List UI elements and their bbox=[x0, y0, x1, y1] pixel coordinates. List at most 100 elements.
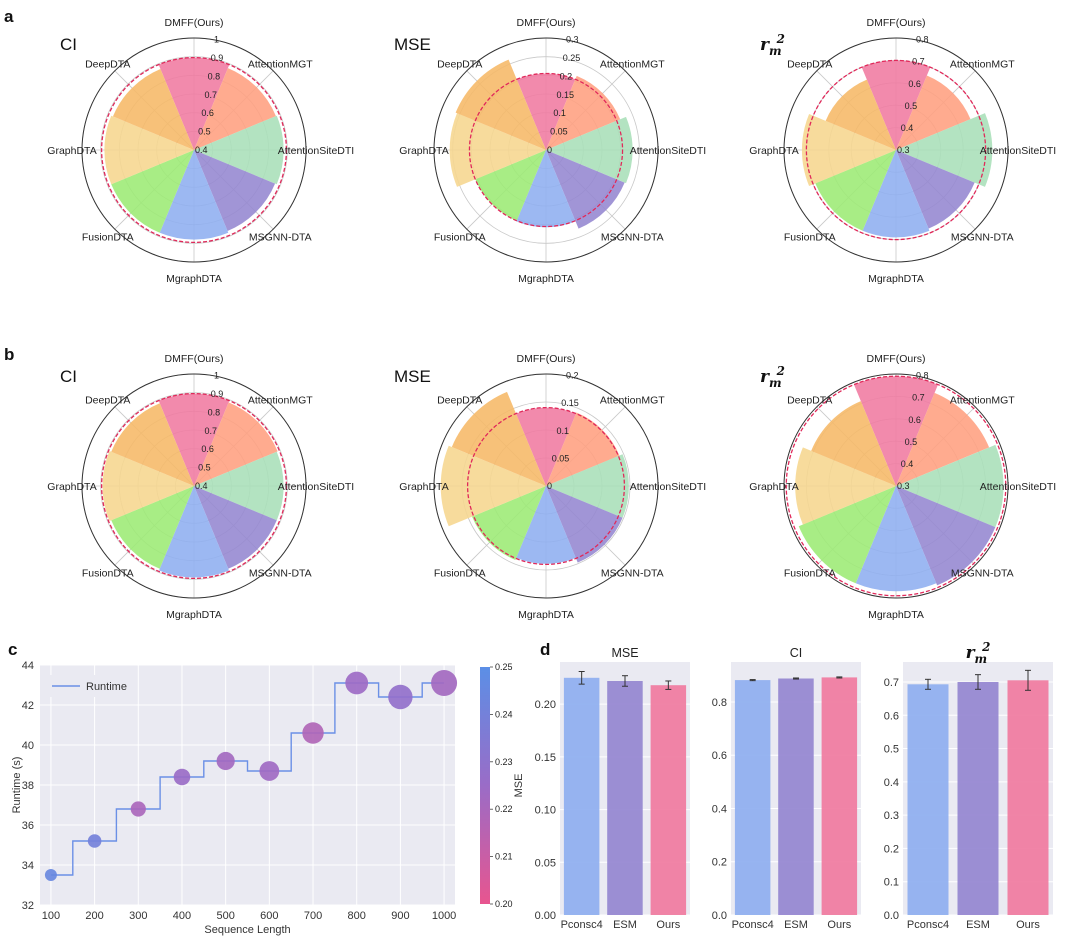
radial-tick-label: 0.6 bbox=[908, 415, 921, 425]
y-tick-label: 0.10 bbox=[535, 805, 556, 817]
sector-dmff-ours bbox=[516, 407, 576, 486]
runtime-point bbox=[130, 801, 146, 817]
x-tick-label: 200 bbox=[85, 910, 103, 922]
runtime-point bbox=[388, 684, 413, 710]
y-tick-label: 0.2 bbox=[712, 857, 727, 869]
category-label-attentionsitedti: AttentionSiteDTI bbox=[278, 481, 354, 493]
x-tick-label: 800 bbox=[348, 910, 366, 922]
y-tick-label: 0.7 bbox=[884, 677, 899, 689]
sector-deepdta bbox=[451, 391, 546, 486]
sector-msgnn-dta bbox=[546, 486, 623, 563]
radial-tick-label: 0.05 bbox=[550, 127, 568, 137]
title-subscript: m bbox=[975, 652, 988, 666]
sector-msgnn-dta bbox=[194, 150, 276, 232]
x-tick-label: ESM bbox=[613, 919, 637, 931]
bar-pconsc4 bbox=[734, 680, 771, 915]
colorbar-tick-label: 0.25 bbox=[495, 662, 513, 672]
chart-title: CI bbox=[60, 367, 77, 386]
dmff-reference-ring bbox=[468, 72, 624, 228]
category-label-attentionmgt: AttentionMGT bbox=[600, 395, 665, 407]
y-tick-label: 0.15 bbox=[535, 752, 556, 764]
radial-tick-label: 0.15 bbox=[556, 90, 574, 100]
x-tick-label: 400 bbox=[173, 910, 191, 922]
y-tick-label: 0.8 bbox=[712, 697, 727, 709]
dmff-reference-ring bbox=[785, 375, 1007, 597]
title-superscript: 2 bbox=[776, 364, 785, 378]
dmff-reference-ring bbox=[805, 59, 987, 241]
sector-deepdta bbox=[112, 68, 194, 150]
radial-tick-label: 0.3 bbox=[897, 145, 910, 155]
legend-box bbox=[46, 675, 136, 697]
sector-attentionmgt bbox=[194, 402, 278, 486]
y-axis-label: Runtime (s) bbox=[11, 757, 23, 814]
sector-deepdta bbox=[111, 403, 194, 486]
sector-graphdta bbox=[795, 447, 896, 525]
category-label-attentionsitedti: AttentionSiteDTI bbox=[278, 145, 354, 157]
y-tick-label: 34 bbox=[22, 860, 34, 872]
sector-attentionsitedti bbox=[194, 451, 284, 521]
colorbar-tick-label: 0.20 bbox=[495, 899, 513, 909]
category-label-attentionsitedti: AttentionSiteDTI bbox=[980, 145, 1056, 157]
category-label-fusiondta: FusionDTA bbox=[784, 567, 836, 579]
sector-graphdta bbox=[449, 113, 546, 187]
radial-tick-label: 1 bbox=[214, 371, 219, 381]
sector-attentionmgt bbox=[546, 412, 620, 486]
colorbar-tick-label: 0.24 bbox=[495, 709, 513, 719]
sector-attentionsitedti bbox=[896, 444, 1004, 528]
sector-fusiondta bbox=[111, 486, 194, 569]
radial-chart-a-ci: 0.4 0.5 0.6 0.7 0.8 0.9 1 DMFF(Ours) AttentionMG… bbox=[47, 17, 354, 285]
radial-tick-label: 0.5 bbox=[905, 437, 918, 447]
dmff-reference-ring bbox=[466, 406, 626, 566]
sector-fusiondta bbox=[815, 150, 896, 231]
y-tick-label: 0.00 bbox=[535, 910, 556, 922]
category-label-graphdta: GraphDTA bbox=[47, 481, 96, 493]
category-label-deepdta: DeepDTA bbox=[85, 395, 130, 407]
colorbar-label: MSE bbox=[513, 774, 525, 798]
radial-tick-label: 0.6 bbox=[908, 79, 921, 89]
radial-chart-b-ci: 0.4 0.5 0.6 0.7 0.8 0.9 1 DMFF(Ours) AttentionMG… bbox=[47, 353, 354, 621]
x-tick-label: 300 bbox=[129, 910, 147, 922]
y-tick-label: 40 bbox=[22, 740, 34, 752]
panel-label-d: d bbox=[540, 640, 550, 659]
category-label-dmff-ours: DMFF(Ours) bbox=[517, 353, 576, 365]
category-label-mgraphdta: MgraphDTA bbox=[868, 273, 924, 285]
radial-tick-label: 0.3 bbox=[566, 35, 579, 45]
title-subscript: m bbox=[769, 376, 782, 390]
radial-tick-label: 0.5 bbox=[198, 463, 211, 473]
radial-chart-b-mse: 0 0.05 0.1 0.15 0.2 DMFF(Ours) AttentionMGT Att… bbox=[394, 353, 706, 621]
x-tick-label: Pconsc4 bbox=[561, 919, 603, 931]
panel-label-b: b bbox=[4, 345, 14, 364]
y-tick-label: 42 bbox=[22, 700, 34, 712]
sector-deepdta bbox=[455, 59, 546, 150]
y-tick-label: 44 bbox=[22, 660, 34, 672]
category-label-deepdta: DeepDTA bbox=[437, 59, 482, 71]
sector-msgnn-dta bbox=[546, 150, 625, 229]
polar-frame bbox=[81, 37, 307, 263]
sector-mgraphdta bbox=[855, 486, 937, 592]
sector-dmff-ours bbox=[158, 393, 230, 486]
x-tick-label: 600 bbox=[260, 910, 278, 922]
sector-msgnn-dta bbox=[896, 486, 996, 586]
chart-title: CI bbox=[790, 646, 803, 660]
y-tick-label: 0.05 bbox=[535, 857, 556, 869]
category-label-msgnn-dta: MSGNN-DTA bbox=[951, 231, 1014, 243]
radial-tick-label: 0.8 bbox=[208, 407, 221, 417]
radial-tick-label: 0.7 bbox=[204, 426, 217, 436]
y-tick-label: 0.6 bbox=[884, 710, 899, 722]
chart-title: rm2 bbox=[966, 640, 991, 666]
sector-attentionsitedti bbox=[194, 115, 284, 185]
sector-graphdta bbox=[104, 115, 194, 185]
x-tick-label: 100 bbox=[42, 910, 60, 922]
sector-fusiondta bbox=[111, 150, 194, 233]
x-tick-label: Pconsc4 bbox=[907, 919, 949, 931]
bar-esm bbox=[607, 681, 643, 915]
category-label-attentionsitedti: AttentionSiteDTI bbox=[630, 145, 706, 157]
category-label-deepdta: DeepDTA bbox=[787, 59, 832, 71]
sector-attentionmgt bbox=[896, 75, 971, 150]
radial-tick-label: 0.7 bbox=[912, 57, 925, 67]
sector-attentionmgt bbox=[194, 68, 276, 150]
category-label-dmff-ours: DMFF(Ours) bbox=[165, 17, 224, 29]
category-label-graphdta: GraphDTA bbox=[399, 145, 448, 157]
category-label-attentionmgt: AttentionMGT bbox=[248, 395, 313, 407]
title-superscript: 2 bbox=[981, 640, 990, 654]
